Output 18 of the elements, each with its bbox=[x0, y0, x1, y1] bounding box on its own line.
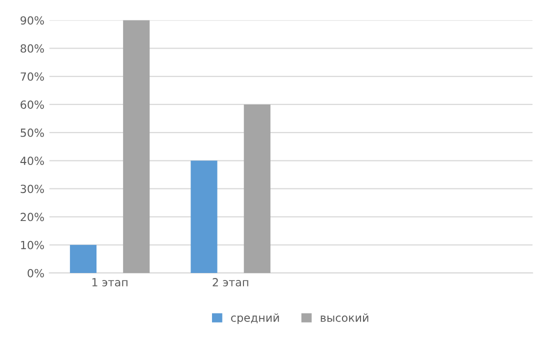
y-tick-label: 90% bbox=[20, 16, 44, 25]
x-tick-label: 1 этап bbox=[92, 278, 128, 286]
bar bbox=[123, 20, 150, 273]
y-tick-label: 20% bbox=[20, 212, 44, 222]
y-tick-label: 50% bbox=[20, 128, 44, 137]
y-tick-label: 60% bbox=[20, 100, 44, 109]
y-tick-label: 40% bbox=[20, 156, 44, 166]
legend-label: высокий bbox=[320, 313, 368, 322]
bar bbox=[244, 104, 270, 273]
legend-label: средний bbox=[231, 313, 279, 324]
bar bbox=[70, 244, 97, 273]
x-tick-label: 2 этап bbox=[212, 278, 248, 286]
y-tick-label: 10% bbox=[21, 240, 44, 250]
y-tick-label: 0% bbox=[28, 268, 44, 278]
y-tick-label: 70% bbox=[20, 72, 44, 81]
y-tick-label: 30% bbox=[20, 184, 44, 194]
y-tick-label: 80% bbox=[20, 44, 44, 53]
bar bbox=[190, 160, 218, 273]
